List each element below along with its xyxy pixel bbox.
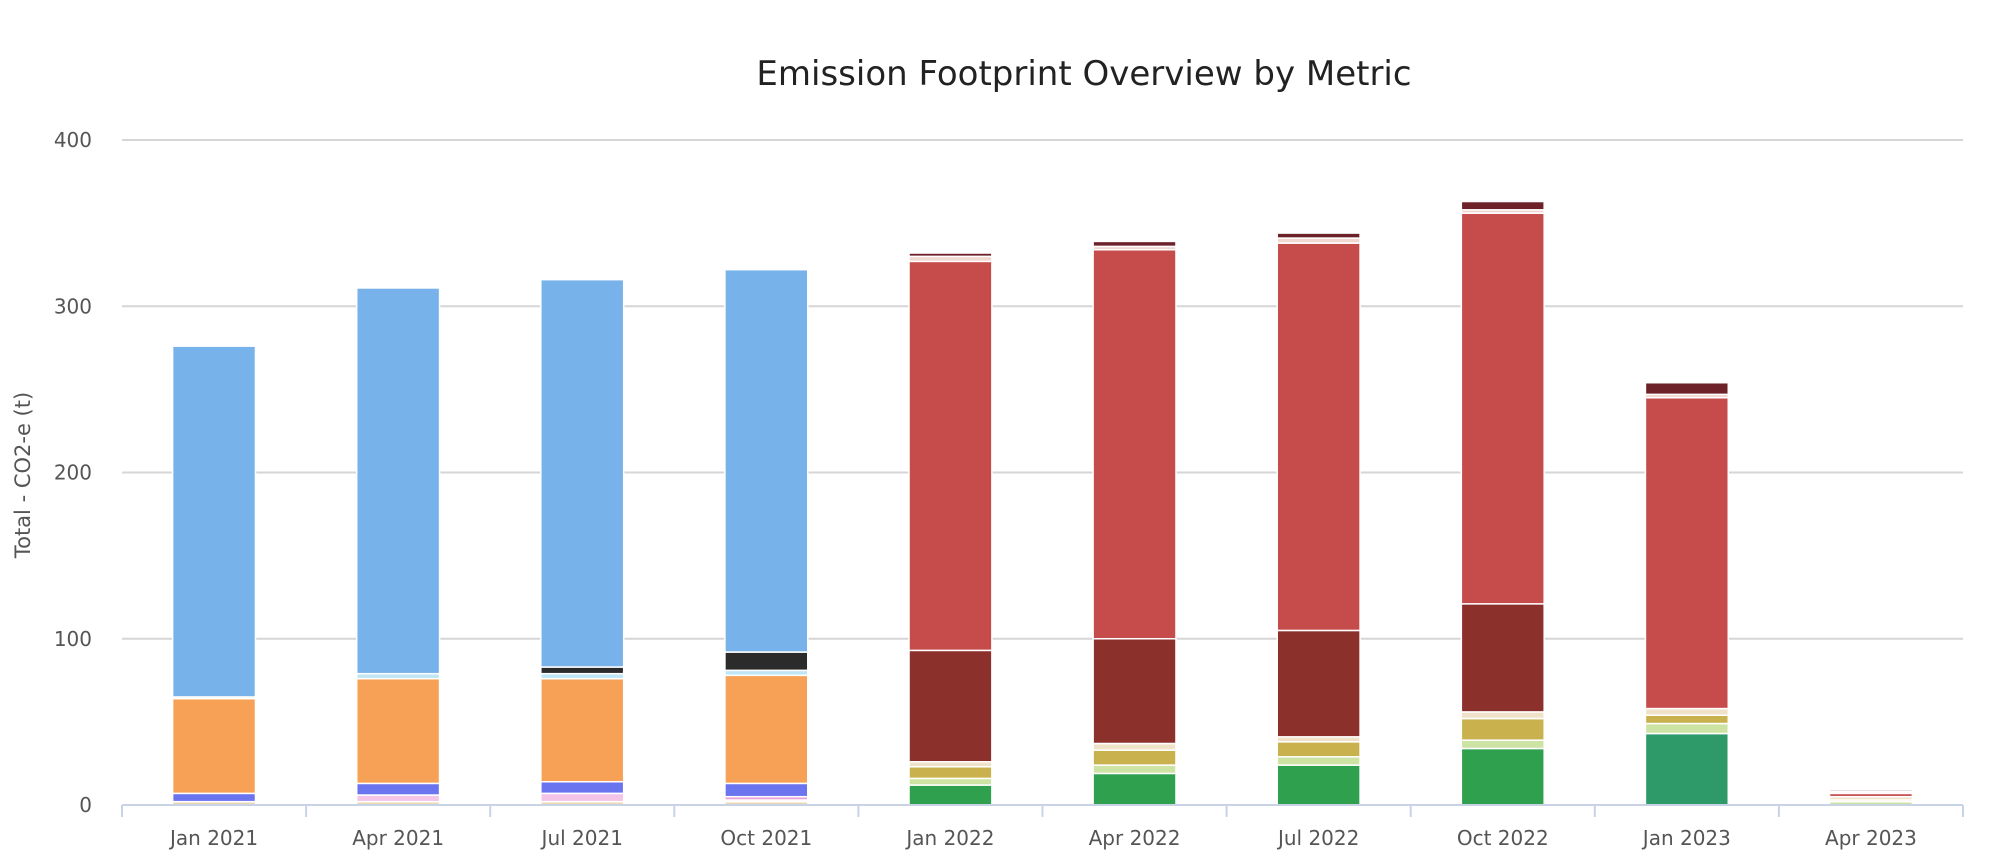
bar-segment[interactable] — [1092, 764, 1177, 775]
bar-segment[interactable] — [724, 651, 809, 672]
y-tick-label: 400 — [54, 128, 92, 152]
bar-segment[interactable] — [1644, 722, 1730, 735]
bar-segment[interactable] — [171, 792, 257, 803]
bar-segment[interactable] — [908, 777, 993, 786]
bar-segment[interactable] — [1092, 240, 1177, 248]
bar-segment[interactable] — [908, 649, 993, 763]
x-tick-label: Apr 2022 — [1089, 826, 1181, 850]
x-tick-label: Jan 2022 — [904, 826, 994, 850]
y-tick-label: 0 — [79, 793, 92, 817]
chart-title: Emission Footprint Overview by Metric — [756, 54, 1411, 94]
bar-segment[interactable] — [171, 697, 257, 795]
bar-segment[interactable] — [540, 780, 625, 795]
bar-segment[interactable] — [171, 345, 257, 698]
bar-segment[interactable] — [908, 766, 993, 780]
bar-segment[interactable] — [1092, 772, 1177, 806]
bar-segment[interactable] — [1276, 741, 1361, 758]
bar-segment[interactable] — [1644, 732, 1730, 806]
bar-segment[interactable] — [1276, 629, 1361, 738]
bar-segment[interactable] — [1092, 742, 1177, 751]
bar-segment[interactable] — [1828, 789, 1914, 793]
x-tick-label: Jul 2021 — [540, 826, 623, 850]
x-tick-label: Oct 2022 — [1457, 826, 1549, 850]
x-tick-label: Jan 2021 — [168, 826, 258, 850]
x-tick-label: Apr 2021 — [352, 826, 444, 850]
bar-segment[interactable] — [1460, 717, 1545, 741]
bar-segment[interactable] — [724, 674, 809, 785]
bar-segment[interactable] — [724, 782, 809, 798]
bar-segment[interactable] — [908, 784, 993, 806]
bar-segment[interactable] — [908, 260, 993, 652]
bar-segment[interactable] — [1092, 638, 1177, 745]
y-axis-label: Total - CO2-e (t) — [11, 392, 35, 559]
bar-segment[interactable] — [1460, 200, 1545, 211]
bar-segment[interactable] — [540, 278, 625, 668]
bar-segment[interactable] — [355, 782, 441, 796]
bar-segment[interactable] — [1276, 242, 1361, 632]
bar-segment[interactable] — [1644, 707, 1730, 716]
bar-segment[interactable] — [1644, 714, 1730, 725]
bar-segment[interactable] — [724, 268, 809, 653]
bars — [171, 200, 1914, 806]
bar-segment[interactable] — [355, 677, 441, 785]
y-tick-label: 300 — [54, 294, 92, 318]
bar-segment[interactable] — [1460, 711, 1545, 720]
x-tick-label: Oct 2021 — [720, 826, 812, 850]
bar-segment[interactable] — [1276, 764, 1361, 806]
bar-segment[interactable] — [1460, 739, 1545, 750]
bar-segment[interactable] — [1276, 756, 1361, 766]
bar-segment[interactable] — [540, 677, 625, 783]
bar-segment[interactable] — [1460, 603, 1545, 713]
bar-segment[interactable] — [355, 287, 441, 675]
y-tick-label: 100 — [54, 627, 92, 651]
bar-segment[interactable] — [1644, 381, 1730, 396]
bar-segment[interactable] — [540, 792, 625, 803]
bar-segment[interactable] — [1460, 747, 1545, 806]
x-tick-label: Jan 2023 — [1641, 826, 1731, 850]
x-tick-label: Jul 2022 — [1276, 826, 1359, 850]
bar-segment[interactable] — [540, 666, 625, 675]
bar-segment[interactable] — [908, 252, 993, 258]
x-tick-label: Apr 2023 — [1825, 826, 1917, 850]
bar-segment[interactable] — [1092, 248, 1177, 640]
bar-segment[interactable] — [1460, 212, 1545, 605]
y-tick-label: 200 — [54, 461, 92, 485]
bar-segment[interactable] — [1644, 396, 1730, 710]
axes: 0 100 200 300 400 Jan 2021 Apr 2021 Jul 2021 Oct… — [54, 128, 1964, 850]
bar-segment[interactable] — [355, 794, 441, 803]
bar-segment[interactable] — [1276, 232, 1361, 239]
bar-segment[interactable] — [1092, 749, 1177, 766]
